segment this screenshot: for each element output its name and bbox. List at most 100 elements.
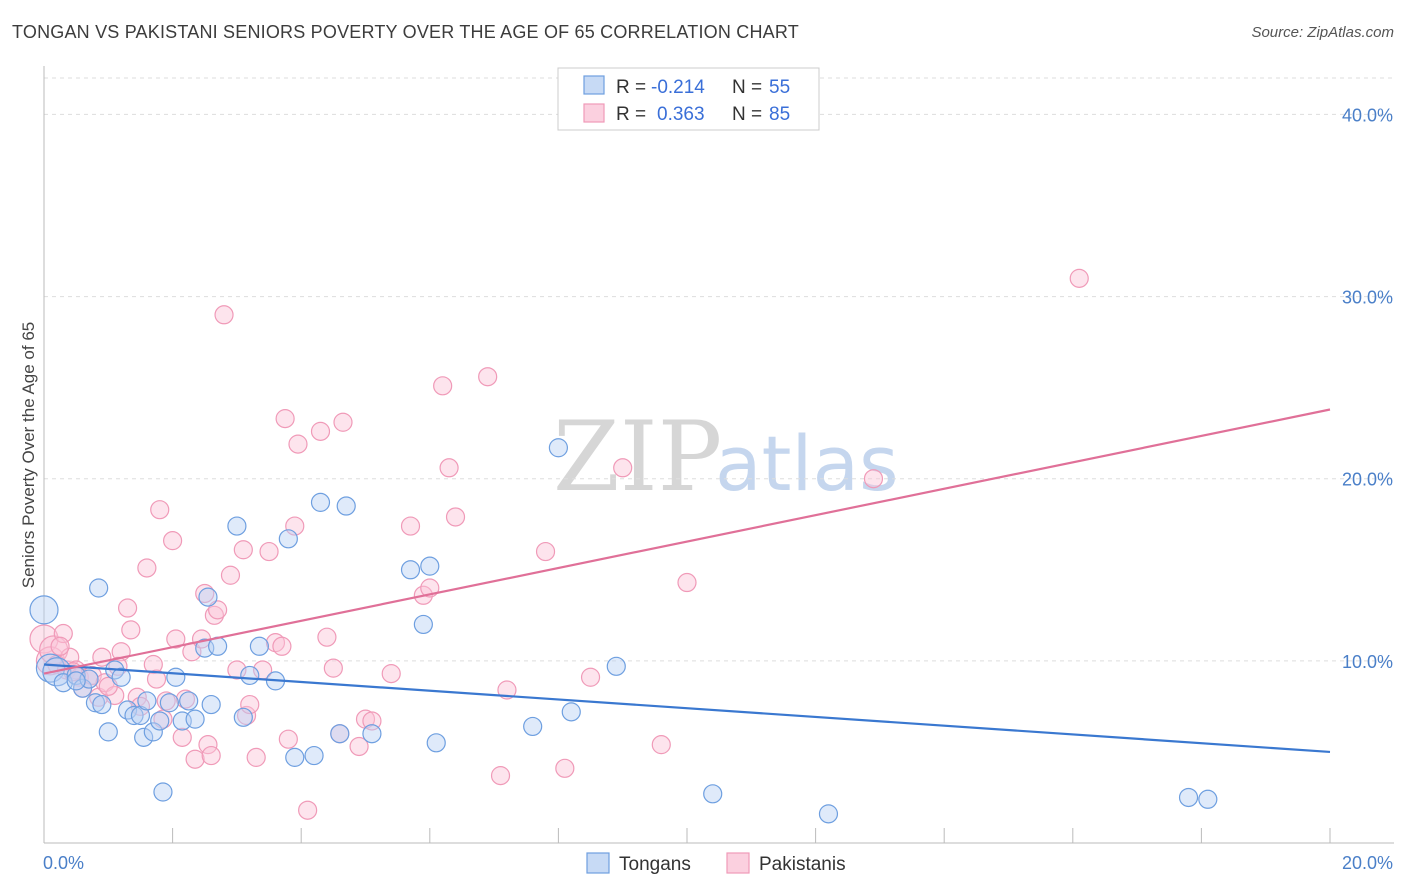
pakistanis-point-38 <box>208 600 228 620</box>
pakistanis-point-69 <box>445 507 466 527</box>
pakistanis-point-39 <box>214 305 234 325</box>
pakistanis-point-24 <box>150 500 170 520</box>
tongans-point-7 <box>85 693 106 713</box>
legend-swatch-pakistanis <box>583 103 605 123</box>
tick-labels: 10.0% 20.0% 30.0% 40.0% 0.0% 20.0% <box>43 105 1393 873</box>
tongans-point-54 <box>66 671 86 691</box>
pakistanis-point-4 <box>53 623 73 644</box>
pakistanis-point-45 <box>246 747 266 767</box>
pakistanis-points <box>29 268 1089 820</box>
legend-n-label-tongans: N = <box>732 77 762 98</box>
x-tick-label-0: 0.0% <box>43 853 84 873</box>
tongans-point-38 <box>310 492 331 512</box>
pakistanis-point-28 <box>166 629 186 649</box>
tongans-point-43 <box>413 614 433 635</box>
series-legend: Tongans Pakistanis <box>586 852 846 875</box>
pakistanis-point-51 <box>278 729 298 749</box>
tongans-point-44 <box>420 556 440 576</box>
tongans-point-53 <box>1198 789 1218 809</box>
pakistanis-point-29 <box>172 727 192 747</box>
pakistanis-point-54 <box>298 800 318 820</box>
legend-r-value-pakistanis: 0.363 <box>657 104 705 125</box>
pakistanis-point-25 <box>153 709 173 729</box>
pakistanis-point-49 <box>272 636 292 656</box>
pakistanis-point-23 <box>146 669 167 689</box>
y-tick-label-3: 40.0% <box>1342 105 1393 125</box>
series-legend-label-tongans: Tongans <box>619 854 691 875</box>
tongans-point-51 <box>818 804 839 824</box>
tongans-point-31 <box>233 707 253 727</box>
watermark-atlas: atlas <box>715 419 899 508</box>
pakistanis-point-80 <box>1069 268 1089 288</box>
legend-r-label-pakistanis: R = <box>616 104 646 125</box>
pakistanis-point-67 <box>433 376 453 396</box>
tongans-point-28 <box>201 694 221 715</box>
pakistanis-point-18 <box>121 620 141 640</box>
series-legend-swatch-pakistanis <box>726 852 750 874</box>
tongans-point-21 <box>159 693 179 713</box>
legend-r-label-tongans: R = <box>616 77 646 98</box>
tongans-point-40 <box>336 496 356 516</box>
watermark: ZIP atlas <box>553 401 899 513</box>
tongans-point-30 <box>227 516 247 536</box>
chart-title: TONGAN VS PAKISTANI SENIORS POVERTY OVER… <box>12 22 799 42</box>
tongans-point-25 <box>185 709 205 729</box>
tongans-point-50 <box>703 784 723 804</box>
tongans-point-27 <box>198 587 218 607</box>
tongans-point-48 <box>561 702 581 722</box>
pakistanis-point-36 <box>201 745 221 766</box>
pakistanis-trend-line <box>43 408 1331 675</box>
trend-lines <box>43 408 1331 754</box>
pakistanis-point-81 <box>50 636 70 656</box>
pakistanis-point-77 <box>651 735 671 755</box>
pakistanis-point-76 <box>613 458 633 478</box>
pakistanis-point-22 <box>143 654 163 675</box>
tongans-point-12 <box>111 667 131 687</box>
pakistanis-point-72 <box>497 680 517 700</box>
pakistanis-point-57 <box>323 658 343 678</box>
pakistanis-point-68 <box>439 458 459 478</box>
tongans-point-0 <box>29 595 59 625</box>
stats-legend: R = -0.214 N = 55 R = 0.363 N = 85 <box>557 67 820 131</box>
y-tick-label-2: 30.0% <box>1342 288 1393 308</box>
pakistanis-point-17 <box>117 598 138 618</box>
x-tick-label-1: 20.0% <box>1342 853 1393 873</box>
tongans-point-20 <box>153 782 173 802</box>
pakistanis-point-53 <box>288 434 308 454</box>
tongans-point-41 <box>362 724 382 744</box>
pakistanis-point-78 <box>677 572 697 593</box>
tongans-point-17 <box>137 691 157 711</box>
tongans-point-37 <box>304 745 324 766</box>
pakistanis-point-48 <box>265 633 286 653</box>
tongans-point-46 <box>523 716 543 737</box>
y-tick-label-0: 10.0% <box>1342 652 1393 672</box>
pakistanis-point-32 <box>185 749 205 769</box>
legend-n-value-tongans: 55 <box>769 77 790 98</box>
pakistanis-point-79 <box>863 469 884 489</box>
tongans-point-10 <box>98 722 118 742</box>
legend-swatch-tongans <box>583 75 605 95</box>
tongans-point-24 <box>179 691 199 711</box>
pakistanis-point-50 <box>275 409 295 429</box>
pakistanis-point-60 <box>349 736 369 757</box>
y-tick-label-1: 20.0% <box>1342 470 1393 490</box>
tongans-point-45 <box>426 733 446 753</box>
pakistanis-point-73 <box>535 541 556 562</box>
tongans-point-49 <box>606 656 626 676</box>
tongans-point-22 <box>166 667 186 687</box>
series-legend-swatch-tongans <box>586 852 610 874</box>
pakistanis-point-74 <box>555 758 575 778</box>
tongans-point-47 <box>548 438 569 458</box>
series-legend-label-pakistanis: Pakistanis <box>759 854 846 875</box>
pakistanis-point-40 <box>220 565 241 585</box>
pakistanis-point-75 <box>580 667 601 687</box>
tongans-trend-line <box>43 663 1331 754</box>
tongans-point-36 <box>285 747 305 767</box>
pakistanis-point-59 <box>333 412 353 432</box>
pakistanis-point-35 <box>198 735 218 755</box>
pakistanis-point-26 <box>156 691 176 711</box>
legend-n-value-pakistanis: 85 <box>769 104 790 125</box>
grid-lines <box>44 77 1394 662</box>
tongans-point-14 <box>124 705 144 726</box>
